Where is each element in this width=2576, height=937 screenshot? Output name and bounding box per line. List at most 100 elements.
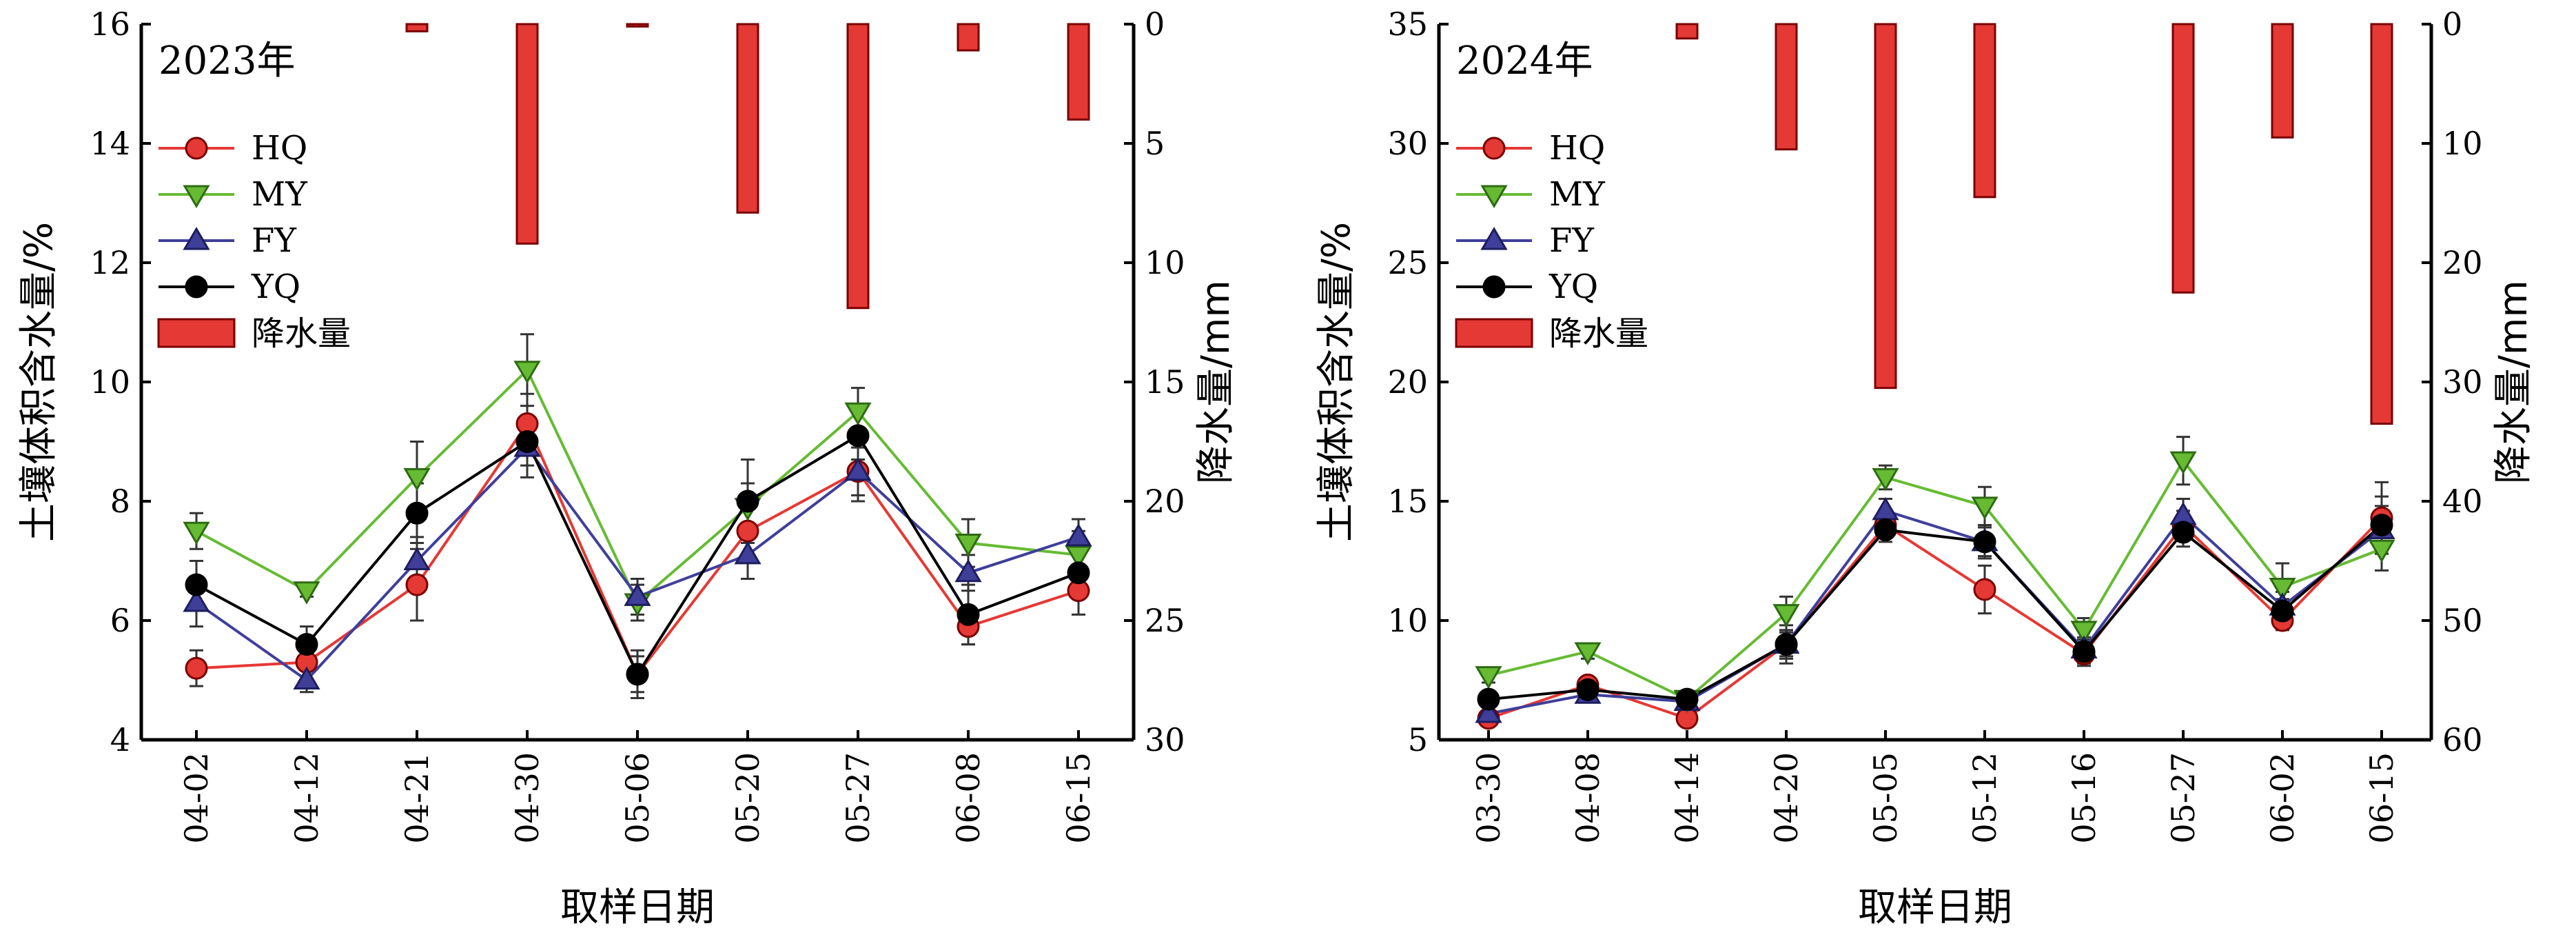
y-tick-label-left: 14 (90, 125, 130, 162)
data-point-yq (1973, 530, 1996, 554)
x-tick-label: 04-30 (509, 752, 546, 844)
data-point-fy (2169, 501, 2197, 525)
y-tick-label-right: 5 (1145, 125, 1165, 162)
data-point-fy (624, 583, 651, 606)
data-point-yq (185, 573, 208, 596)
legend-label-yq: YQ (1548, 268, 1598, 306)
precip-bar (626, 23, 649, 28)
precip-bar (405, 23, 429, 32)
data-point-yq (1576, 678, 1599, 701)
x-tick-label: 03-30 (1470, 752, 1507, 844)
y-tick-label-right: 20 (1145, 483, 1185, 520)
y-tick-label-left: 5 (1408, 721, 1428, 758)
data-point-fy (954, 558, 982, 583)
precip-bar (1775, 23, 1798, 151)
y-tick-label-right: 10 (1145, 244, 1185, 281)
data-point-my (293, 581, 320, 605)
series-line-my (196, 367, 1079, 605)
chart-panel-2: 5 10 15 20 25 30 35 0 10 20 30 40 50 60 03-30 04-08 04-1… (1314, 6, 2536, 930)
series-line-my (1488, 458, 2382, 701)
data-point-my (2368, 539, 2395, 563)
data-point-yq (1874, 518, 1897, 542)
x-tick-label: 05-20 (729, 752, 766, 844)
y-tick-label-left: 25 (1387, 244, 1428, 281)
data-point-yq (1775, 633, 1798, 656)
x-tick-label: 04-20 (1768, 752, 1805, 844)
legend-label-fy: FY (1549, 221, 1595, 260)
x-tick-label: 05-27 (2165, 752, 2202, 844)
data-point-yq (1067, 561, 1090, 585)
data-point-fy (293, 666, 320, 689)
y-tick-label-left: 4 (110, 721, 130, 758)
y-tick-label-right: 25 (1145, 602, 1185, 639)
data-point-my (2070, 621, 2098, 644)
precip-bar (1973, 23, 1996, 199)
legend-label-my: MY (1549, 175, 1606, 214)
precip-bar (957, 23, 980, 52)
x-tick-label: 05-06 (619, 752, 656, 844)
y-tick-label-right: 40 (2442, 483, 2483, 520)
x-tick-label: 04-21 (398, 752, 436, 844)
precip-bar (1675, 23, 1699, 40)
y-tick-label-left: 16 (90, 6, 130, 43)
legend-marker-yq (1482, 275, 1506, 299)
y-axis-title-left: 土壤体积含水量/% (1314, 222, 1359, 542)
data-point-hq (185, 656, 208, 680)
data-point-my (1574, 642, 1602, 665)
x-tick-label: 04-08 (1569, 752, 1606, 844)
legend: HQ MY FY YQ 降水量 (1455, 129, 1648, 353)
legend-label-hq: HQ (1549, 129, 1605, 168)
data-point-my (1971, 496, 1999, 520)
y-axis-title-right: 降水量/mm (2491, 280, 2536, 484)
data-point-yq (1477, 687, 1500, 711)
x-tick-label: 04-12 (288, 752, 325, 844)
y-tick-label-right: 10 (2442, 125, 2483, 162)
data-point-fy (1065, 523, 1092, 547)
precip-bar (515, 23, 539, 245)
data-point-yq (295, 633, 318, 656)
data-point-hq (736, 519, 759, 543)
data-point-my (2269, 578, 2296, 601)
data-point-yq (405, 501, 429, 525)
y-tick-label-left: 30 (1387, 125, 1428, 162)
data-point-my (1872, 467, 1899, 492)
data-point-fy (183, 589, 210, 612)
data-point-fy (1872, 496, 1899, 521)
data-point-yq (1675, 687, 1699, 711)
precip-bar (2171, 23, 2195, 294)
precip-bar (846, 23, 870, 310)
legend-label-yq: YQ (251, 268, 300, 306)
legend-marker-yq (185, 275, 208, 299)
precip-bar (1067, 23, 1090, 121)
x-tick-label: 05-16 (2065, 752, 2103, 844)
legend-marker-my (1480, 185, 1508, 208)
series-line-hq (196, 421, 1079, 677)
data-point-yq (626, 663, 649, 686)
legend-marker-hq (1482, 137, 1506, 160)
x-tick-label: 06-08 (950, 752, 987, 844)
legend-label-fy: FY (252, 221, 297, 260)
legend-swatch-precip (1455, 318, 1533, 348)
legend-swatch-precip (157, 318, 236, 348)
y-tick-label-right: 60 (2442, 721, 2483, 758)
y-tick-label-left: 20 (1387, 363, 1428, 401)
series-line-yq (1488, 524, 2383, 701)
data-point-fy (1475, 699, 1502, 723)
panel-label: 2024年 (1456, 39, 1593, 83)
data-point-my (844, 402, 872, 426)
y-tick-label-right: 0 (1145, 6, 1165, 43)
x-tick-label: 06-02 (2264, 752, 2301, 844)
x-tick-label: 05-12 (1966, 752, 2003, 844)
data-point-my (1475, 666, 1502, 689)
y-tick-label-right: 20 (2442, 244, 2483, 281)
y-tick-label-left: 35 (1387, 6, 1428, 43)
legend-marker-fy (1480, 227, 1508, 250)
data-point-yq (957, 603, 980, 626)
data-point-yq (2370, 514, 2393, 537)
x-tick-label: 04-02 (178, 752, 215, 844)
y-tick-label-left: 10 (90, 363, 130, 401)
data-point-my (183, 521, 210, 545)
y-tick-label-right: 30 (2442, 363, 2483, 401)
